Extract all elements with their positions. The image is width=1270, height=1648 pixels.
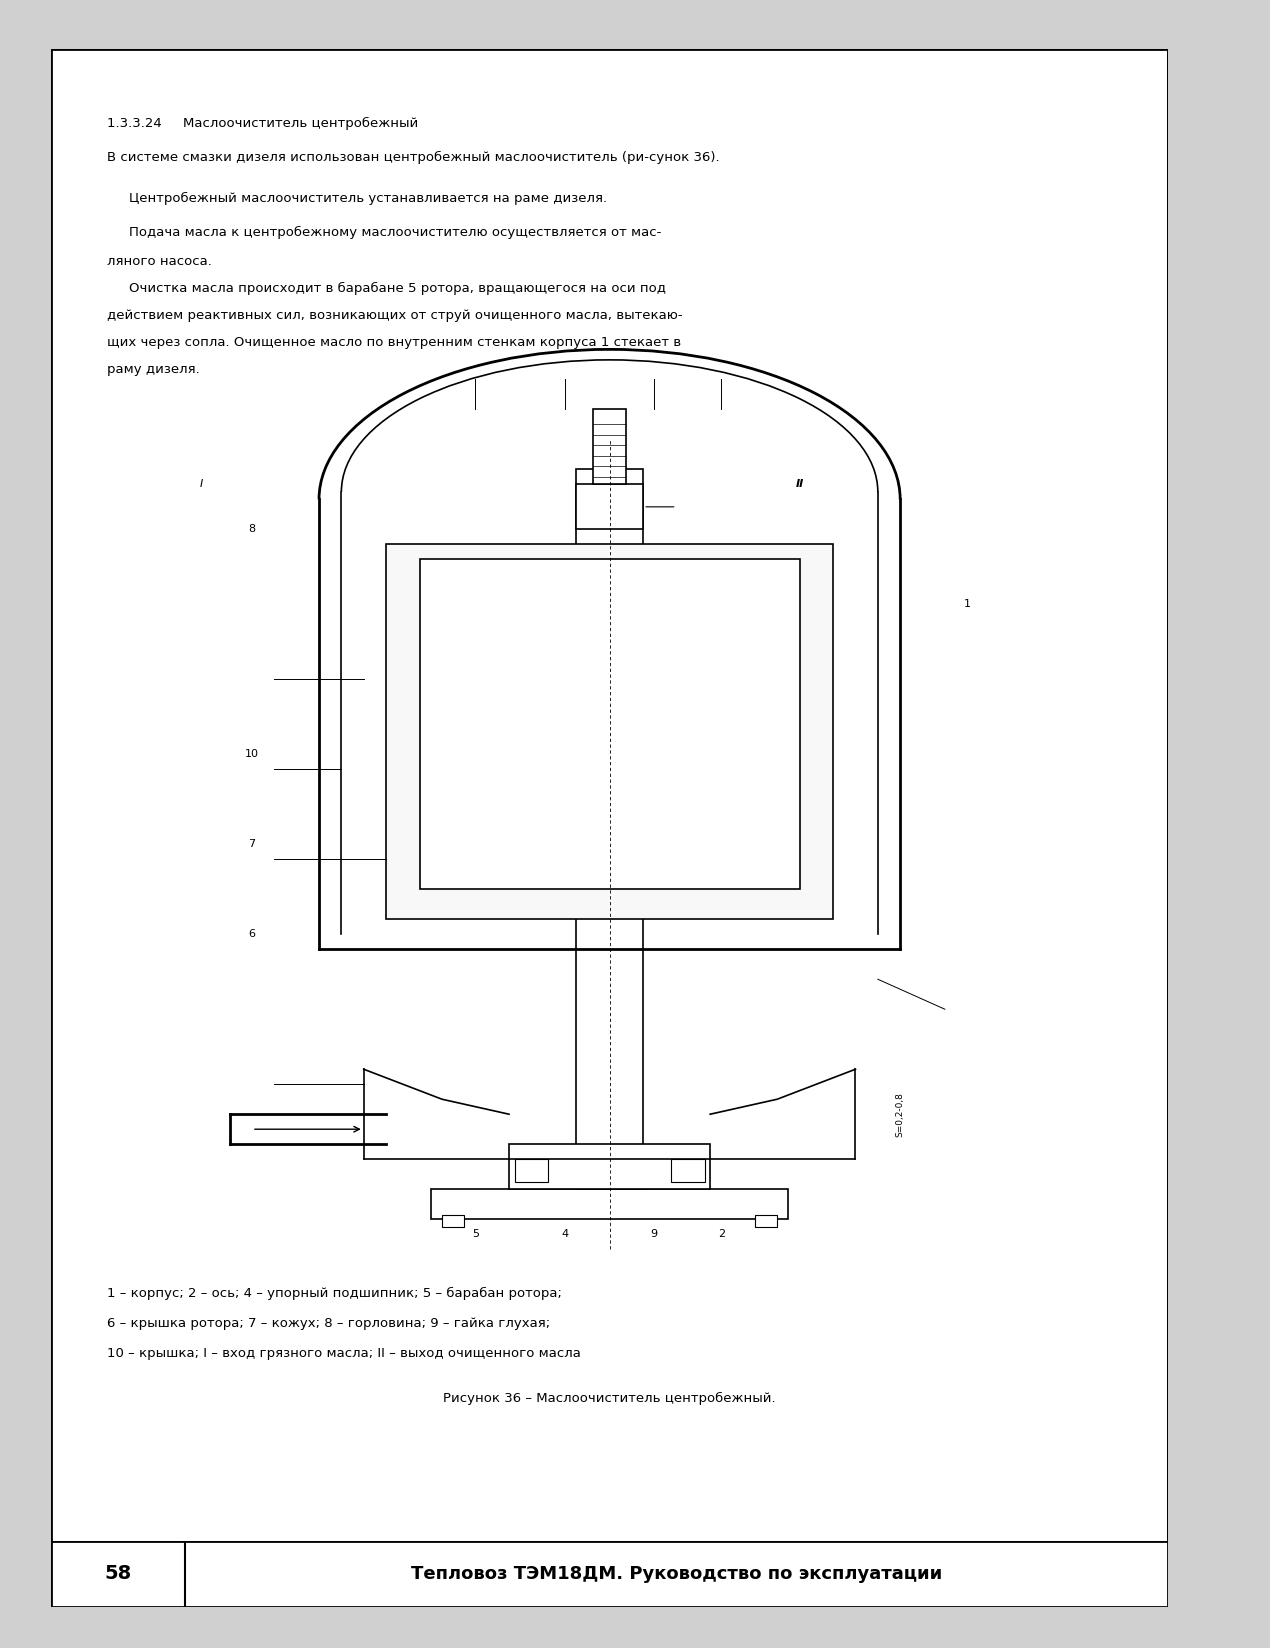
Text: 1: 1 xyxy=(964,600,970,610)
Text: 8: 8 xyxy=(249,524,255,534)
Text: 58: 58 xyxy=(104,1564,132,1584)
Bar xyxy=(593,409,626,485)
Bar xyxy=(431,1190,789,1220)
Text: Подача масла к центробежному маслоочистителю осуществляется от мас-: Подача масла к центробежному маслоочисти… xyxy=(130,226,662,239)
Bar xyxy=(577,470,643,1190)
Bar xyxy=(386,544,833,920)
Text: 6: 6 xyxy=(249,929,255,939)
Text: 5: 5 xyxy=(472,1229,479,1239)
Text: Тепловоз ТЭМ18ДМ. Руководство по эксплуатации: Тепловоз ТЭМ18ДМ. Руководство по эксплуа… xyxy=(411,1566,942,1582)
Bar xyxy=(509,1144,710,1190)
Bar xyxy=(671,1159,705,1182)
Text: Очистка масла происходит в барабане 5 ротора, вращающегося на оси под: Очистка масла происходит в барабане 5 ро… xyxy=(130,282,665,295)
Text: S=0,2-0,8: S=0,2-0,8 xyxy=(895,1091,904,1137)
Text: 6 – крышка ротора; 7 – кожух; 8 – горловина; 9 – гайка глухая;: 6 – крышка ротора; 7 – кожух; 8 – горлов… xyxy=(107,1317,550,1330)
Text: 9: 9 xyxy=(650,1229,658,1239)
Text: II: II xyxy=(795,480,804,489)
Text: щих через сопла. Очищенное масло по внутренним стенкам корпуса 1 стекает в: щих через сопла. Очищенное масло по внут… xyxy=(107,336,681,349)
Text: 1.3.3.24     Маслоочиститель центробежный: 1.3.3.24 Маслоочиститель центробежный xyxy=(107,117,418,130)
Bar xyxy=(514,1159,549,1182)
Text: 2: 2 xyxy=(718,1229,725,1239)
Text: Центробежный маслоочиститель устанавливается на раме дизеля.: Центробежный маслоочиститель устанавлива… xyxy=(130,191,607,204)
Text: 7: 7 xyxy=(249,839,255,849)
Text: действием реактивных сил, возникающих от струй очищенного масла, вытекаю-: действием реактивных сил, возникающих от… xyxy=(107,308,682,321)
Bar xyxy=(419,559,800,890)
Text: 4: 4 xyxy=(561,1229,569,1239)
Bar xyxy=(577,485,643,529)
Text: 1 – корпус; 2 – ось; 4 – упорный подшипник; 5 – барабан ротора;: 1 – корпус; 2 – ось; 4 – упорный подшипн… xyxy=(107,1287,561,1300)
Bar xyxy=(754,1215,777,1226)
Bar xyxy=(442,1215,465,1226)
Text: 10: 10 xyxy=(245,750,259,760)
Text: 10 – крышка; I – вход грязного масла; II – выход очищенного масла: 10 – крышка; I – вход грязного масла; II… xyxy=(107,1346,580,1360)
Text: раму дизеля.: раму дизеля. xyxy=(107,363,199,376)
Text: I: I xyxy=(201,480,203,489)
Text: Рисунок 36 – Маслоочиститель центробежный.: Рисунок 36 – Маслоочиститель центробежны… xyxy=(443,1391,776,1404)
Text: ляного насоса.: ляного насоса. xyxy=(107,255,212,269)
Text: В системе смазки дизеля использован центробежный маслоочиститель (ри-сунок 36).: В системе смазки дизеля использован цент… xyxy=(107,152,719,165)
